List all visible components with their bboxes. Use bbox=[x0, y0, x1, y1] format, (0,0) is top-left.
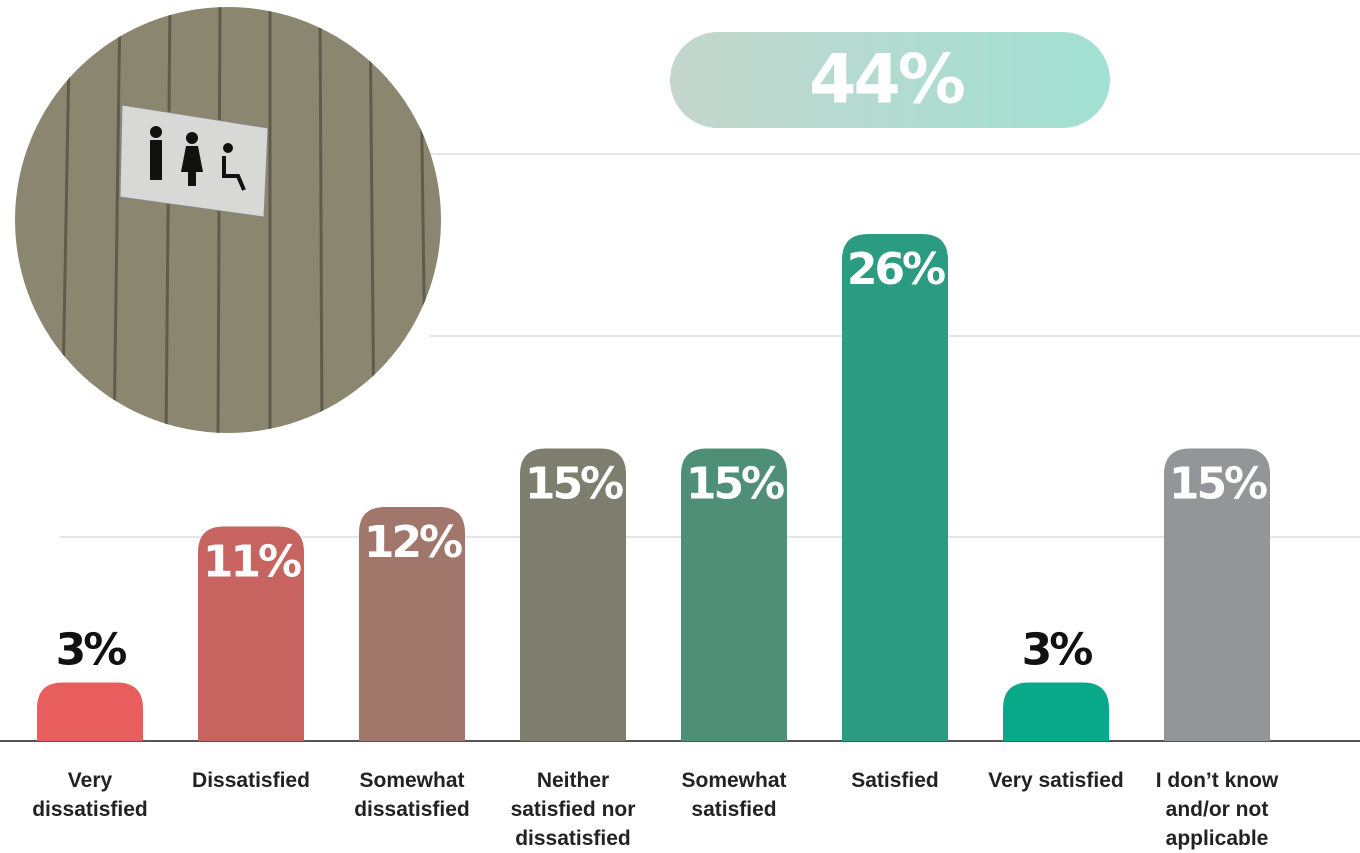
value-label: 26% bbox=[847, 244, 945, 295]
value-label: 15% bbox=[525, 459, 623, 510]
bar bbox=[842, 234, 948, 741]
category-label: Satisfied bbox=[851, 769, 939, 792]
photo bbox=[15, 7, 441, 433]
category-label: Dissatisfied bbox=[192, 769, 310, 792]
category-label: Very dissatisfied bbox=[32, 769, 148, 821]
value-label: 3% bbox=[1022, 625, 1093, 676]
value-label: 15% bbox=[686, 459, 784, 510]
summary-label: 44% bbox=[809, 41, 964, 120]
summary-pill bbox=[670, 32, 1110, 128]
bar bbox=[1003, 682, 1109, 741]
category-label: Somewhat satisfied bbox=[681, 769, 787, 821]
value-label: 3% bbox=[56, 625, 127, 676]
bar bbox=[520, 448, 626, 741]
value-label: 12% bbox=[364, 517, 462, 568]
bar bbox=[37, 682, 143, 741]
bar bbox=[198, 526, 304, 741]
category-label: Neither satisfied nor dissatisfied bbox=[510, 769, 636, 850]
category-label: Somewhat dissatisfied bbox=[354, 769, 470, 821]
category-label: Very satisfied bbox=[988, 769, 1124, 792]
value-label: 11% bbox=[203, 537, 301, 588]
bar bbox=[1164, 448, 1270, 741]
category-label: I don’t know and/or not applicable bbox=[1155, 769, 1279, 850]
bar bbox=[359, 507, 465, 741]
bar bbox=[681, 448, 787, 741]
value-label: 15% bbox=[1169, 459, 1267, 510]
